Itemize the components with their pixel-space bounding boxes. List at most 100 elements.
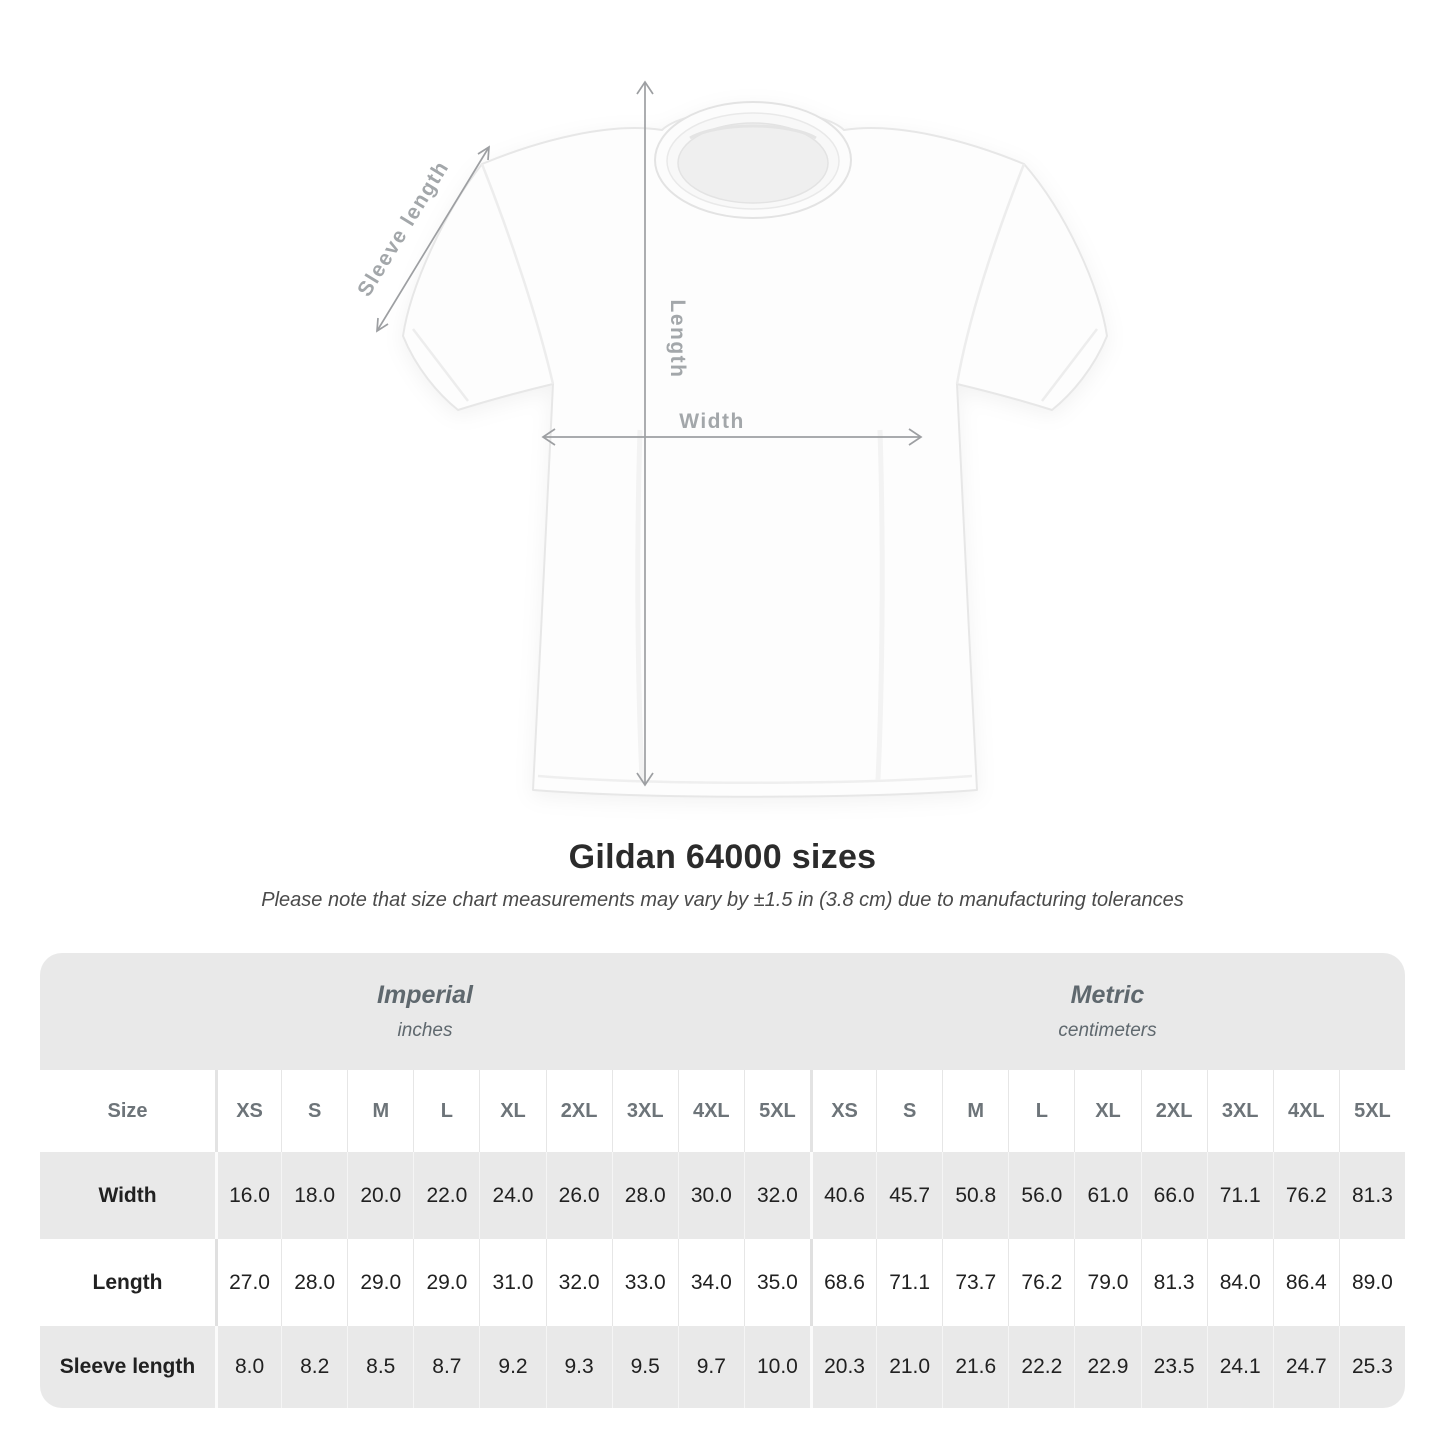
size-header-metric-5xl: 5XL — [1338, 1070, 1405, 1152]
tshirt-diagram: Sleeve length Length Width — [353, 80, 1108, 798]
sleeve-imperial-4xl: 9.7 — [677, 1326, 744, 1408]
size-header-row: Size XS S M L XL 2XL 3XL 4XL 5XL XS S M … — [40, 1070, 1405, 1152]
width-imperial-m: 20.0 — [347, 1152, 414, 1239]
sleeve-length-arrow — [376, 145, 490, 333]
size-header-metric-xs: XS — [809, 1070, 877, 1152]
length-row: Length 27.0 28.0 29.0 29.0 31.0 32.0 33.… — [40, 1239, 1405, 1326]
size-header-metric-l: L — [1008, 1070, 1075, 1152]
width-metric-m: 50.8 — [942, 1152, 1009, 1239]
tshirt-image — [402, 101, 1108, 798]
length-label: Length — [666, 300, 689, 379]
sleeve-metric-s: 21.0 — [876, 1326, 943, 1408]
size-header-imperial-4xl: 4XL — [677, 1070, 744, 1152]
sleeve-imperial-xs: 8.0 — [215, 1326, 282, 1408]
length-imperial-m: 29.0 — [347, 1239, 414, 1326]
imperial-group-unit: inches — [397, 1020, 453, 1041]
size-table: Imperial inches Metric centimeters Size … — [40, 953, 1405, 1408]
length-metric-5xl: 89.0 — [1338, 1239, 1405, 1326]
length-metric-l: 76.2 — [1008, 1239, 1075, 1326]
tolerance-note: Please note that size chart measurements… — [261, 889, 1184, 911]
tshirt-measurement-figure: Sleeve length Length Width — [353, 80, 1108, 798]
width-label: Width — [679, 410, 745, 433]
length-imperial-2xl: 32.0 — [545, 1239, 612, 1326]
sleeve-metric-4xl: 24.7 — [1272, 1326, 1339, 1408]
sleeve-length-row: Sleeve length 8.0 8.2 8.5 8.7 9.2 9.3 9.… — [40, 1326, 1405, 1408]
metric-group-unit: centimeters — [1058, 1020, 1157, 1041]
sleeve-metric-m: 21.6 — [942, 1326, 1009, 1408]
sleeve-metric-xs: 20.3 — [809, 1326, 877, 1408]
length-imperial-4xl: 34.0 — [677, 1239, 744, 1326]
sleeve-imperial-xl: 9.2 — [479, 1326, 546, 1408]
length-row-label: Length — [40, 1239, 215, 1326]
sleeve-imperial-m: 8.5 — [347, 1326, 414, 1408]
size-header-imperial-l: L — [413, 1070, 480, 1152]
length-metric-4xl: 86.4 — [1272, 1239, 1339, 1326]
size-header-metric-2xl: 2XL — [1140, 1070, 1207, 1152]
width-metric-l: 56.0 — [1008, 1152, 1075, 1239]
sleeve-imperial-3xl: 9.5 — [611, 1326, 678, 1408]
length-metric-m: 73.7 — [942, 1239, 1009, 1326]
page-title: Gildan 64000 sizes — [568, 838, 877, 876]
sleeve-metric-l: 22.2 — [1008, 1326, 1075, 1408]
size-table-container: Imperial inches Metric centimeters Size … — [40, 953, 1405, 1408]
title-block: Gildan 64000 sizes Please note that size… — [0, 838, 1445, 912]
length-metric-xl: 79.0 — [1074, 1239, 1141, 1326]
length-arrow — [636, 80, 654, 787]
unit-group-row: Imperial inches Metric centimeters — [40, 953, 1405, 1070]
size-header-imperial-3xl: 3XL — [611, 1070, 678, 1152]
width-imperial-s: 18.0 — [281, 1152, 348, 1239]
sleeve-row-label: Sleeve length — [40, 1326, 215, 1408]
length-imperial-xl: 31.0 — [479, 1239, 546, 1326]
length-imperial-5xl: 35.0 — [743, 1239, 810, 1326]
width-imperial-3xl: 28.0 — [611, 1152, 678, 1239]
width-arrow — [541, 428, 923, 446]
width-imperial-l: 22.0 — [413, 1152, 480, 1239]
sleeve-metric-2xl: 23.5 — [1140, 1326, 1207, 1408]
sleeve-metric-5xl: 25.3 — [1338, 1326, 1405, 1408]
width-imperial-xs: 16.0 — [215, 1152, 282, 1239]
width-imperial-5xl: 32.0 — [743, 1152, 810, 1239]
size-header-metric-4xl: 4XL — [1272, 1070, 1339, 1152]
width-row-label: Width — [40, 1152, 215, 1239]
width-imperial-xl: 24.0 — [479, 1152, 546, 1239]
length-metric-s: 71.1 — [876, 1239, 943, 1326]
sleeve-imperial-2xl: 9.3 — [545, 1326, 612, 1408]
width-metric-2xl: 66.0 — [1140, 1152, 1207, 1239]
width-metric-xl: 61.0 — [1074, 1152, 1141, 1239]
width-metric-5xl: 81.3 — [1338, 1152, 1405, 1239]
sleeve-imperial-s: 8.2 — [281, 1326, 348, 1408]
width-metric-3xl: 71.1 — [1206, 1152, 1273, 1239]
length-metric-xs: 68.6 — [809, 1239, 877, 1326]
length-imperial-xs: 27.0 — [215, 1239, 282, 1326]
size-header-imperial-m: M — [347, 1070, 414, 1152]
size-column-header: Size — [40, 1070, 215, 1152]
imperial-group-name: Imperial — [377, 981, 473, 1009]
length-imperial-s: 28.0 — [281, 1239, 348, 1326]
length-imperial-l: 29.0 — [413, 1239, 480, 1326]
size-header-metric-m: M — [942, 1070, 1009, 1152]
metric-group-name: Metric — [1070, 981, 1145, 1009]
width-row: Width 16.0 18.0 20.0 22.0 24.0 26.0 28.0… — [40, 1152, 1405, 1239]
size-header-imperial-2xl: 2XL — [545, 1070, 612, 1152]
size-header-imperial-5xl: 5XL — [743, 1070, 810, 1152]
sleeve-imperial-l: 8.7 — [413, 1326, 480, 1408]
size-header-imperial-xs: XS — [215, 1070, 282, 1152]
size-header-imperial-s: S — [281, 1070, 348, 1152]
width-metric-s: 45.7 — [876, 1152, 943, 1239]
width-metric-4xl: 76.2 — [1272, 1152, 1339, 1239]
size-header-metric-3xl: 3XL — [1206, 1070, 1273, 1152]
sleeve-metric-xl: 22.9 — [1074, 1326, 1141, 1408]
width-imperial-4xl: 30.0 — [677, 1152, 744, 1239]
size-header-imperial-xl: XL — [479, 1070, 546, 1152]
metric-group-header: Metric centimeters — [809, 953, 1405, 1070]
size-header-metric-xl: XL — [1074, 1070, 1141, 1152]
length-metric-2xl: 81.3 — [1140, 1239, 1207, 1326]
measurement-arrows — [376, 80, 923, 787]
width-metric-xs: 40.6 — [809, 1152, 877, 1239]
size-header-metric-s: S — [876, 1070, 943, 1152]
sleeve-metric-3xl: 24.1 — [1206, 1326, 1273, 1408]
width-imperial-2xl: 26.0 — [545, 1152, 612, 1239]
sleeve-imperial-5xl: 10.0 — [743, 1326, 810, 1408]
imperial-group-header: Imperial inches — [40, 953, 810, 1070]
length-metric-3xl: 84.0 — [1206, 1239, 1273, 1326]
